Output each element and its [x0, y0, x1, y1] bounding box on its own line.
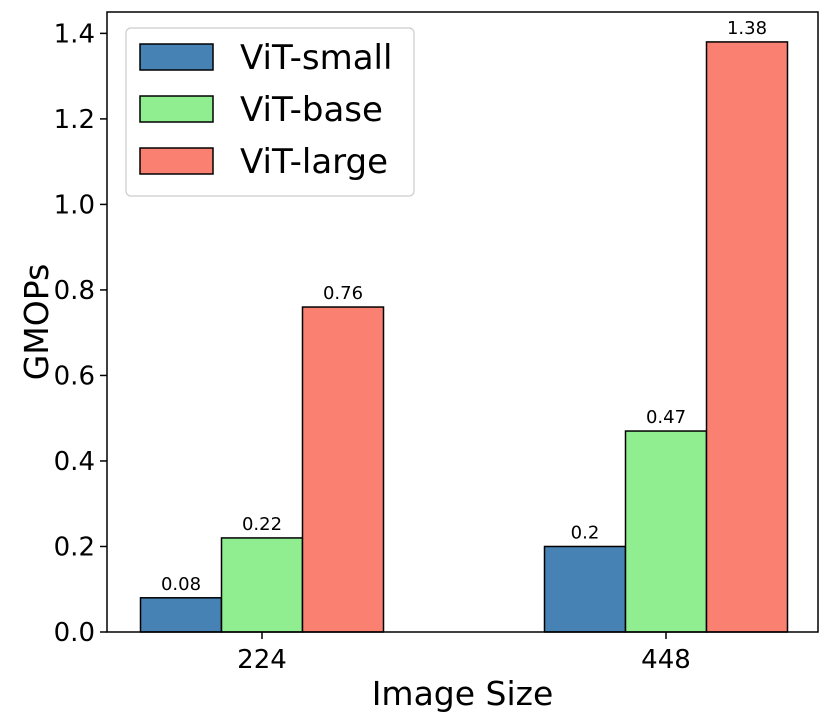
- legend: ViT-small ViT-base ViT-large: [125, 27, 415, 197]
- y-tick-label: 0.4: [54, 447, 95, 477]
- y-tick-label: 1.4: [54, 19, 95, 49]
- bar-vit-small-448: [543, 545, 627, 633]
- y-tick-label: 0.6: [54, 361, 95, 391]
- legend-label-vit-small: ViT-small: [240, 38, 392, 78]
- plot-frame: [106, 11, 819, 633]
- legend-label-vit-base: ViT-base: [240, 90, 383, 130]
- y-tick-label: 0.8: [54, 276, 95, 306]
- bars-layer: [139, 41, 789, 633]
- data-label-vit-small-448: 0.2: [571, 522, 600, 543]
- data-label-vit-small-224: 0.08: [161, 574, 201, 595]
- y-tick-label: 1.2: [54, 105, 95, 135]
- legend-swatch-vit-small: [139, 43, 214, 71]
- data-labels-layer: 0.08 0.2 0.22 0.47 0.76 1.38: [161, 18, 767, 595]
- y-axis: 0.0 0.2 0.4 0.6 0.8 1.0 1.2 1.4: [54, 19, 107, 648]
- x-tick-label: 448: [641, 645, 691, 675]
- data-label-vit-base-448: 0.47: [646, 407, 686, 428]
- bar-vit-base-448: [624, 430, 708, 633]
- data-label-vit-base-224: 0.22: [242, 514, 282, 535]
- y-tick-label: 0.2: [54, 532, 95, 562]
- x-axis: 224 448: [237, 632, 691, 675]
- legend-label-vit-large: ViT-large: [240, 142, 388, 182]
- bar-vit-small-224: [139, 597, 223, 633]
- y-tick-label: 1.0: [54, 190, 95, 220]
- y-axis-label: GMOPs: [17, 264, 56, 381]
- legend-swatch-vit-base: [139, 95, 214, 123]
- x-axis-label: Image Size: [372, 674, 554, 713]
- x-tick-label: 224: [237, 645, 287, 675]
- y-tick-label: 0.0: [54, 618, 95, 648]
- legend-swatch-vit-large: [139, 147, 214, 175]
- legend-items: ViT-small ViT-base ViT-large: [139, 38, 392, 182]
- bar-vit-large-448: [705, 41, 789, 633]
- bar-vit-base-224: [220, 537, 304, 633]
- data-label-vit-large-448: 1.38: [727, 18, 767, 39]
- bar-vit-large-224: [301, 306, 385, 633]
- data-label-vit-large-224: 0.76: [323, 283, 363, 304]
